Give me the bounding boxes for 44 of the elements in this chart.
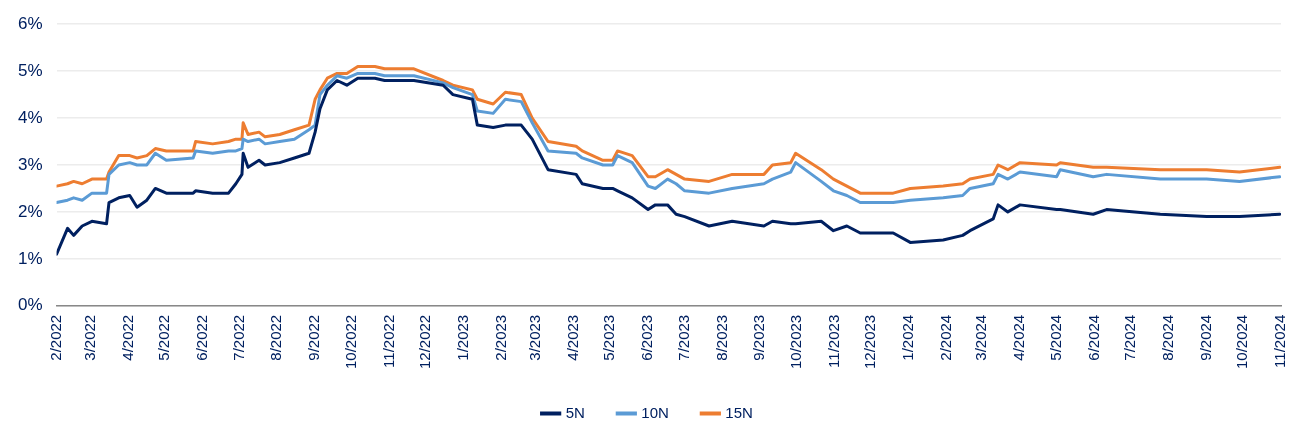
x-tick-label: 6/2022 xyxy=(193,314,211,361)
x-tick-label: 10/2022 xyxy=(341,314,359,370)
x-tick-label: 5/2023 xyxy=(600,314,618,361)
x-tick-label: 3/2023 xyxy=(525,314,543,361)
legend-label: 5N xyxy=(565,403,585,421)
legend-label: 10N xyxy=(641,403,669,421)
y-tick-label: 3% xyxy=(17,154,43,174)
y-tick-label: 1% xyxy=(17,248,43,268)
x-tick-label: 10/2024 xyxy=(1233,314,1251,370)
x-tick-label: 11/2024 xyxy=(1271,314,1289,368)
x-tick-label: 9/2023 xyxy=(750,314,768,361)
x-tick-label: 12/2023 xyxy=(861,314,879,370)
x-tick-label: 8/2022 xyxy=(267,314,285,361)
x-tick-label: 2/2022 xyxy=(46,314,64,361)
x-tick-label: 3/2024 xyxy=(972,314,990,361)
x-tick-label: 6/2024 xyxy=(1084,314,1102,361)
y-tick-label: 0% xyxy=(17,295,43,315)
x-tick-label: 12/2022 xyxy=(416,314,434,370)
y-tick-label: 2% xyxy=(17,201,43,221)
x-tick-label: 3/2022 xyxy=(80,314,98,361)
x-tick-label: 2/2024 xyxy=(936,314,954,361)
x-tick-label: 11/2022 xyxy=(379,314,397,368)
x-tick-label: 2/2023 xyxy=(491,314,509,361)
x-tick-label: 11/2023 xyxy=(824,314,842,368)
x-tick-label: 4/2024 xyxy=(1010,314,1028,361)
legend-label: 15N xyxy=(725,403,753,421)
x-tick-label: 7/2024 xyxy=(1121,314,1139,361)
y-tick-label: 6% xyxy=(17,13,43,33)
x-tick-label: 1/2023 xyxy=(454,314,472,361)
x-tick-label: 7/2022 xyxy=(229,314,247,361)
y-tick-label: 5% xyxy=(17,60,43,80)
x-tick-label: 4/2023 xyxy=(563,314,581,361)
y-tick-label: 4% xyxy=(17,107,43,127)
x-tick-label: 5/2022 xyxy=(155,314,173,361)
x-tick-label: 8/2023 xyxy=(712,314,730,361)
x-tick-label: 6/2023 xyxy=(638,314,656,361)
x-tick-label: 4/2022 xyxy=(118,314,136,361)
x-tick-label: 8/2024 xyxy=(1158,314,1176,361)
x-tick-label: 10/2023 xyxy=(786,314,804,370)
x-tick-label: 1/2024 xyxy=(899,314,917,361)
x-tick-label: 5/2024 xyxy=(1046,314,1064,361)
x-tick-label: 9/2022 xyxy=(305,314,323,361)
x-tick-label: 7/2023 xyxy=(674,314,692,361)
x-tick-label: 9/2024 xyxy=(1196,314,1214,361)
